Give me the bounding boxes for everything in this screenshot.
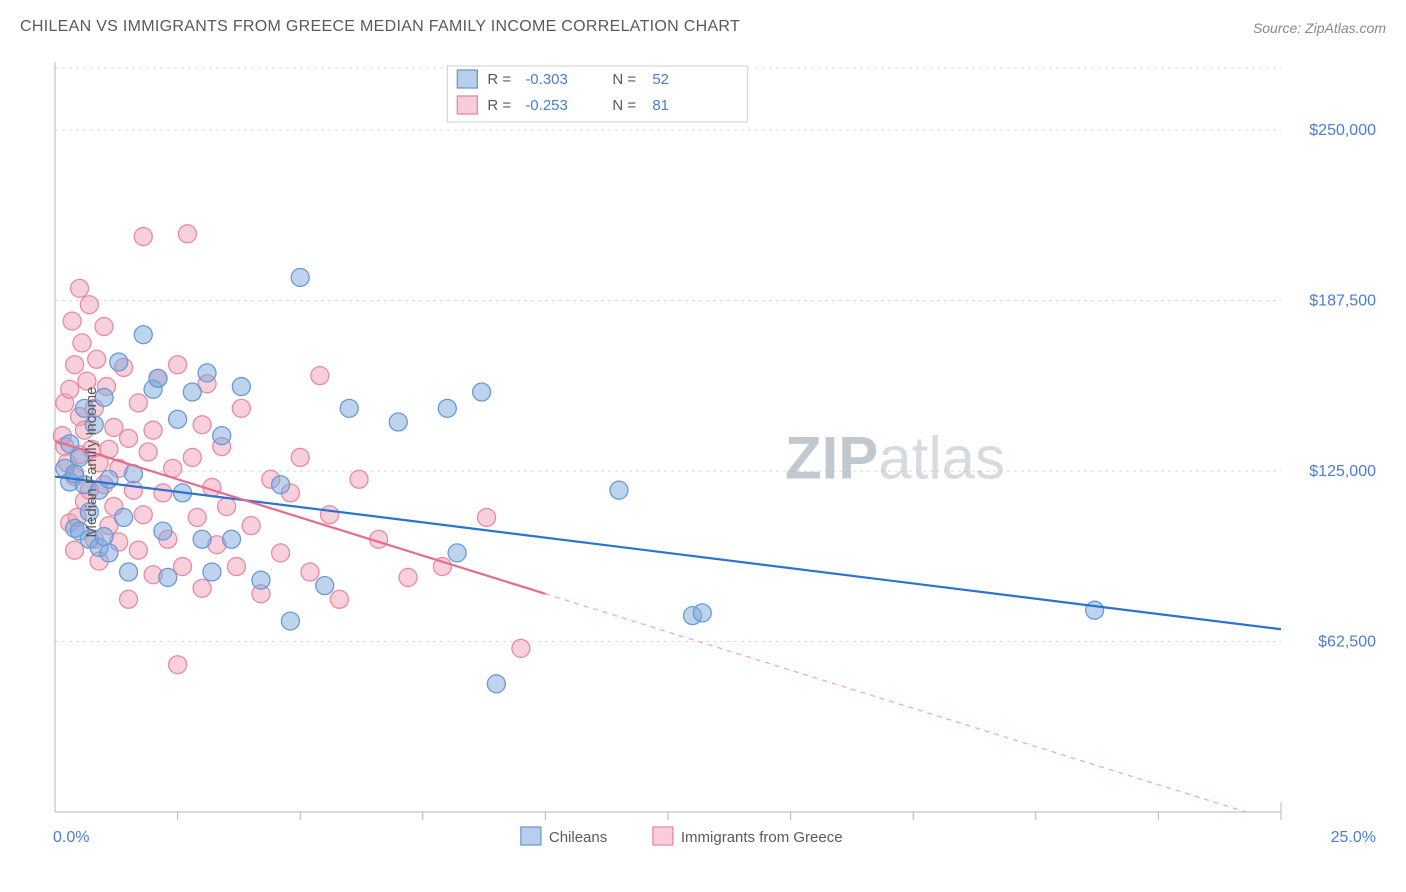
scatter-chart: $62,500 $125,000 $187,500 $250,000 0.0% 25.0%…: [20, 52, 1386, 872]
greece-point: [272, 544, 290, 562]
svg-text:$250,000: $250,000: [1309, 122, 1376, 139]
chileans-point: [110, 353, 128, 371]
svg-text:$125,000: $125,000: [1309, 463, 1376, 480]
chileans-point: [159, 568, 177, 586]
legend-swatch: [653, 827, 673, 845]
greece-point: [218, 498, 236, 516]
svg-text:25.0%: 25.0%: [1331, 829, 1376, 846]
chileans-point: [316, 577, 334, 595]
svg-text:N =: N =: [612, 71, 636, 88]
chileans-point: [438, 399, 456, 417]
greece-point: [129, 394, 147, 412]
chileans-point: [203, 563, 221, 581]
trend-line-greece-extrapolated: [545, 594, 1246, 812]
svg-text:R =: R =: [487, 71, 511, 88]
chileans-point: [120, 563, 138, 581]
svg-text:$187,500: $187,500: [1309, 293, 1376, 310]
greece-point: [311, 367, 329, 385]
greece-point: [227, 558, 245, 576]
greece-point: [63, 312, 81, 330]
chileans-point: [169, 410, 187, 428]
chileans-point: [134, 326, 152, 344]
svg-text:$62,500: $62,500: [1318, 634, 1376, 651]
svg-text:81: 81: [652, 97, 669, 114]
greece-point: [321, 506, 339, 524]
chileans-point: [232, 378, 250, 396]
greece-point: [134, 228, 152, 246]
greece-point: [169, 356, 187, 374]
legend-swatch: [521, 827, 541, 845]
chileans-point: [198, 364, 216, 382]
greece-point: [193, 416, 211, 434]
greece-point: [134, 506, 152, 524]
svg-text:52: 52: [652, 71, 669, 88]
greece-point: [124, 481, 142, 499]
greece-point: [301, 563, 319, 581]
greece-point: [129, 541, 147, 559]
greece-point: [120, 590, 138, 608]
chileans-point: [1086, 601, 1104, 619]
greece-point: [242, 517, 260, 535]
chileans-point: [213, 427, 231, 445]
chart-container: Median Family Income $62,500 $125,000 $187…: [20, 52, 1386, 872]
greece-point: [183, 448, 201, 466]
chileans-point: [115, 508, 133, 526]
chileans-point: [693, 604, 711, 622]
greece-point: [139, 443, 157, 461]
greece-point: [188, 508, 206, 526]
greece-point: [232, 399, 250, 417]
chileans-point: [193, 530, 211, 548]
greece-point: [80, 296, 98, 314]
greece-point: [144, 421, 162, 439]
greece-point: [154, 484, 172, 502]
svg-text:-0.253: -0.253: [525, 97, 568, 114]
chileans-point: [223, 530, 241, 548]
greece-point: [193, 579, 211, 597]
chileans-point: [473, 383, 491, 401]
chileans-point: [291, 268, 309, 286]
greece-point: [512, 639, 530, 657]
greece-point: [478, 508, 496, 526]
chileans-point: [183, 383, 201, 401]
chileans-point: [389, 413, 407, 431]
chileans-point: [448, 544, 466, 562]
greece-point: [178, 225, 196, 243]
greece-point: [95, 318, 113, 336]
chileans-point: [252, 571, 270, 589]
chileans-point: [281, 612, 299, 630]
greece-point: [71, 279, 89, 297]
greece-point: [120, 429, 138, 447]
y-axis-label: Median Family Income: [83, 387, 100, 538]
chileans-point: [340, 399, 358, 417]
greece-point: [399, 568, 417, 586]
svg-text:0.0%: 0.0%: [53, 829, 89, 846]
greece-point: [61, 380, 79, 398]
chart-title: CHILEAN VS IMMIGRANTS FROM GREECE MEDIAN…: [20, 18, 740, 36]
greece-point: [169, 656, 187, 674]
legend-label: Immigrants from Greece: [681, 829, 843, 846]
legend-label: Chileans: [549, 829, 607, 846]
chileans-point: [100, 544, 118, 562]
greece-point: [350, 470, 368, 488]
greece-point: [291, 448, 309, 466]
chileans-point: [272, 476, 290, 494]
chileans-point: [487, 675, 505, 693]
svg-text:ZIPatlas: ZIPatlas: [785, 424, 1005, 491]
greece-swatch: [457, 96, 477, 114]
greece-point: [88, 350, 106, 368]
svg-text:-0.303: -0.303: [525, 71, 568, 88]
greece-point: [66, 356, 84, 374]
chileans-point: [154, 522, 172, 540]
svg-text:R =: R =: [487, 97, 511, 114]
chileans-point: [149, 369, 167, 387]
svg-text:N =: N =: [612, 97, 636, 114]
chileans-point: [610, 481, 628, 499]
chileans-point: [100, 470, 118, 488]
greece-point: [73, 334, 91, 352]
greece-point: [330, 590, 348, 608]
chileans-swatch: [457, 70, 477, 88]
source-credit: Source: ZipAtlas.com: [1253, 20, 1386, 36]
